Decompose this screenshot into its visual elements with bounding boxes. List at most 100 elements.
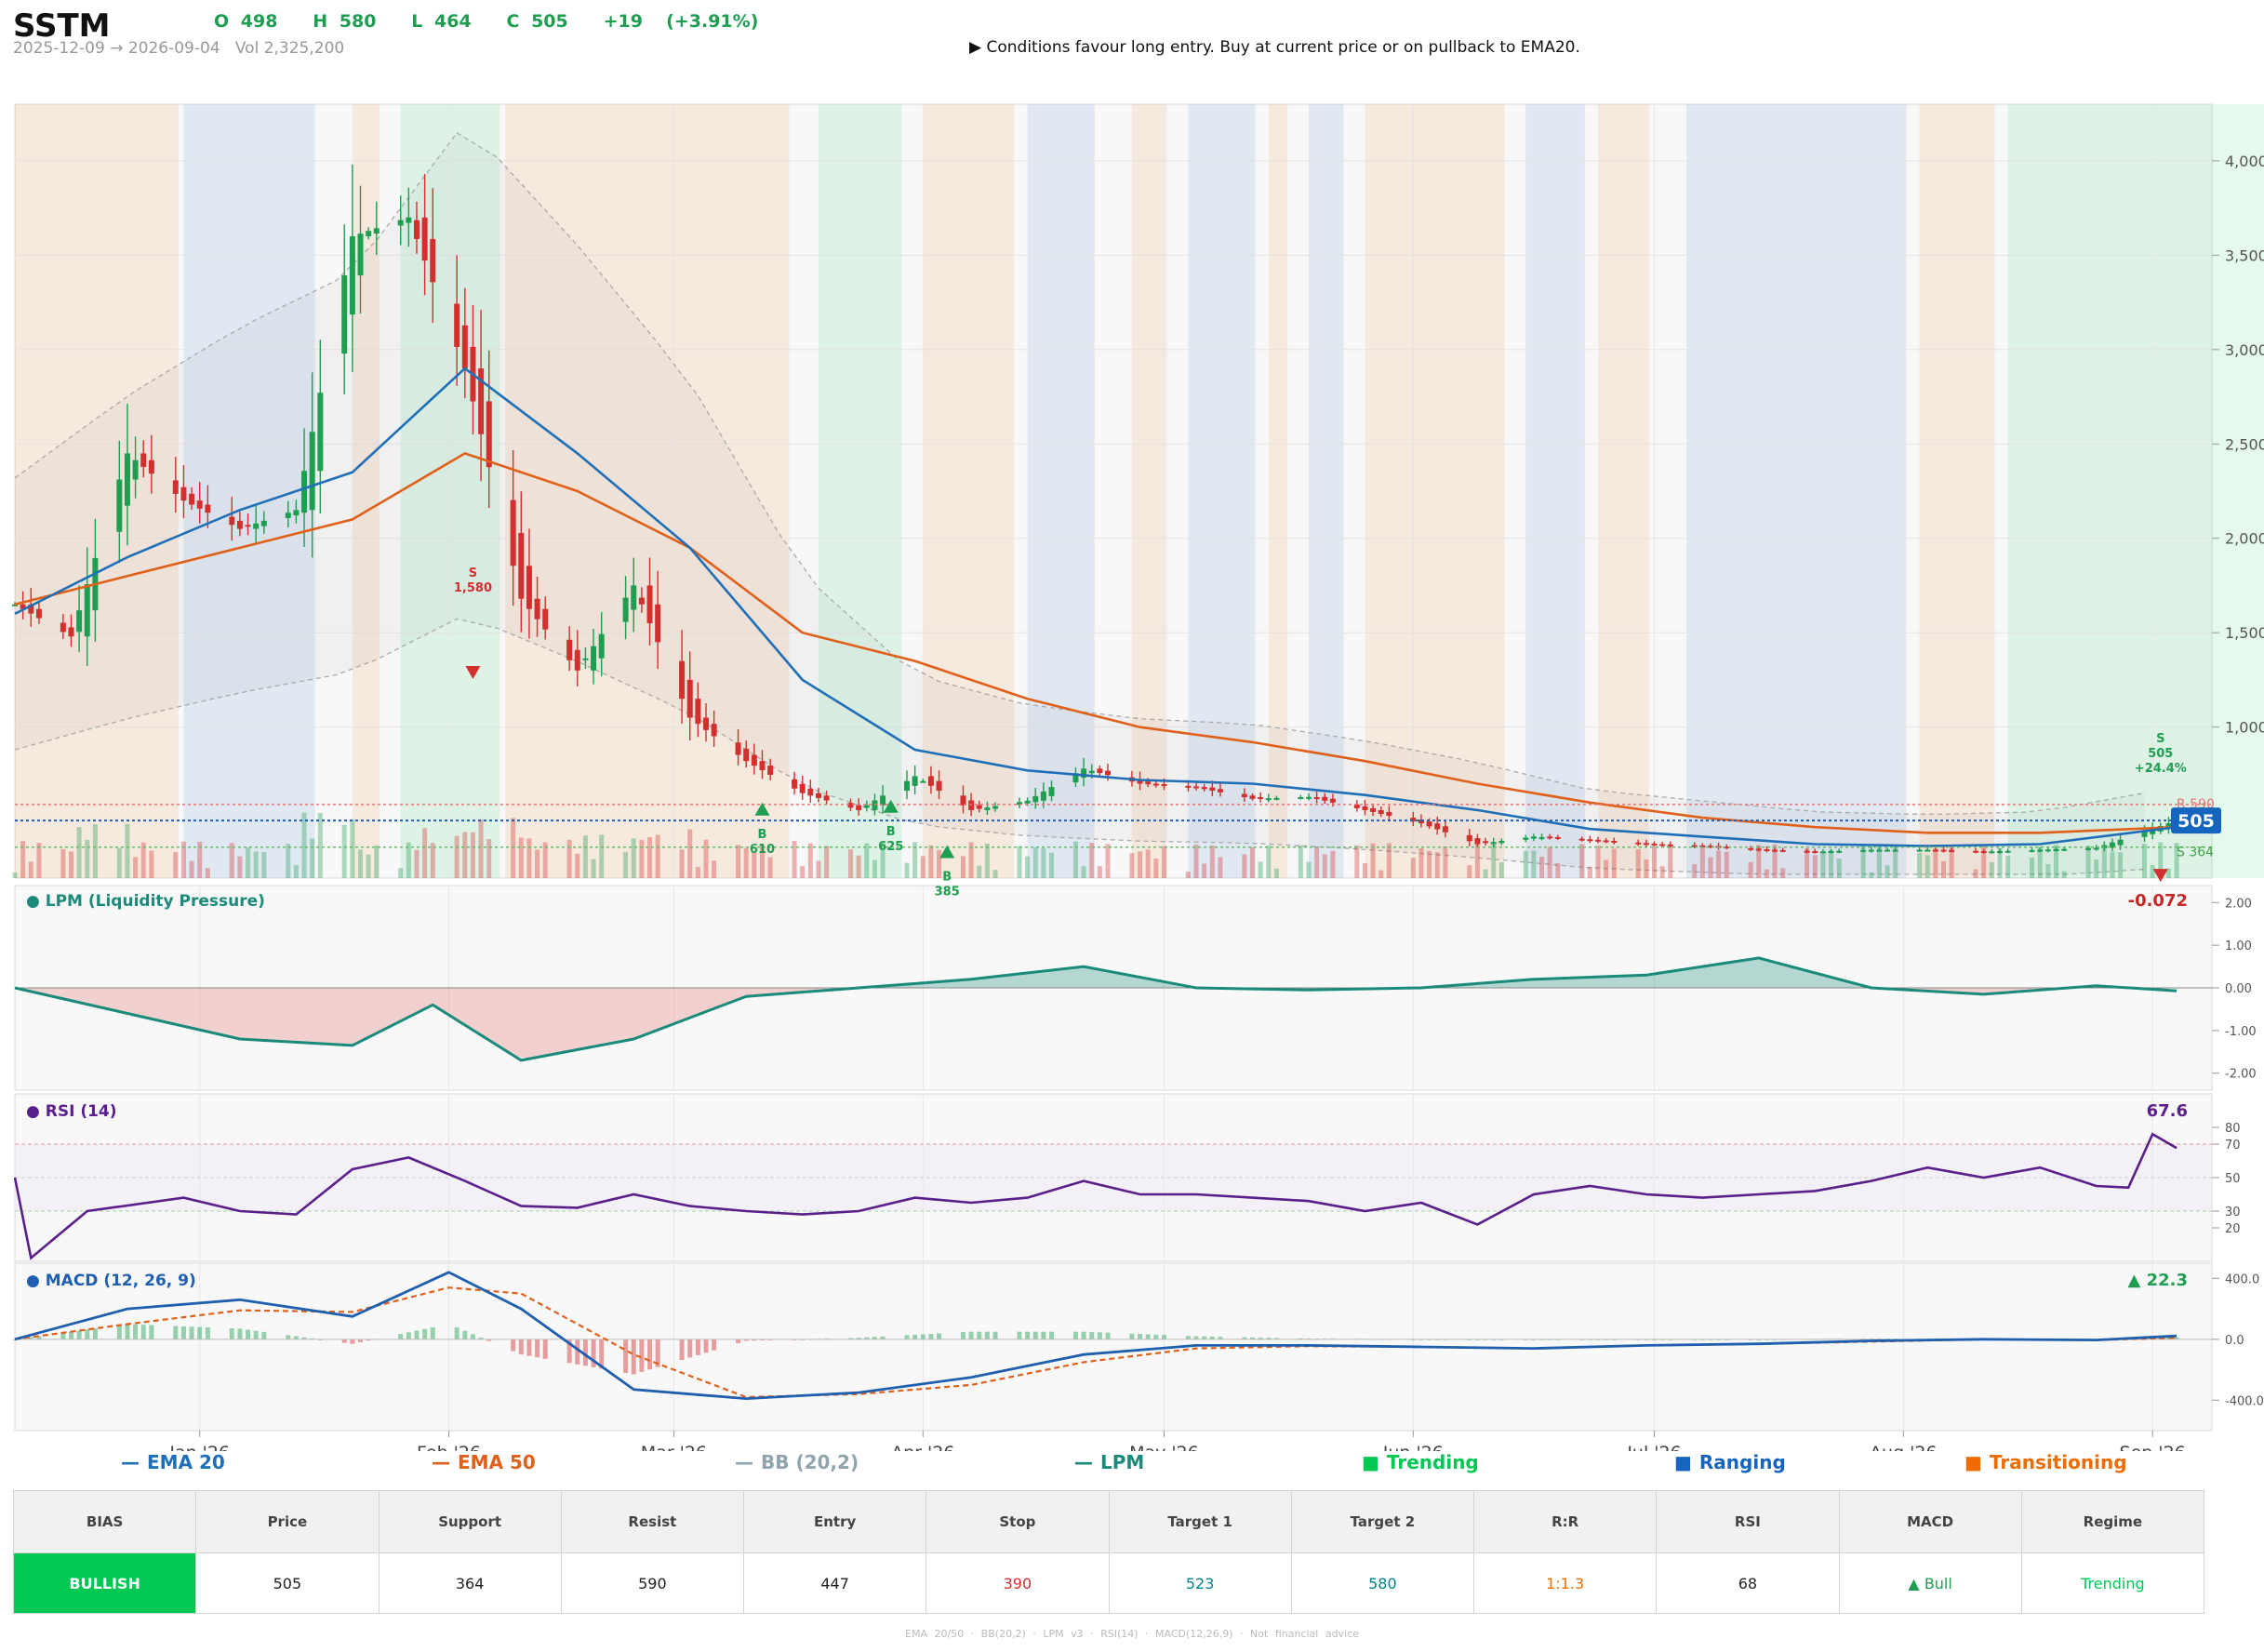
volume-bar bbox=[92, 824, 98, 878]
legend-label: LPM bbox=[1100, 1451, 1145, 1473]
candle-body bbox=[1578, 838, 1585, 841]
candle-body bbox=[1724, 846, 1730, 849]
volume-bar bbox=[1531, 850, 1537, 878]
candle-body bbox=[461, 325, 468, 369]
legend-swatch: — bbox=[1074, 1451, 1093, 1473]
legend-item-ema-50: — EMA 50 bbox=[432, 1451, 536, 1473]
macd-histogram-bar bbox=[992, 1331, 998, 1339]
lpm-negative-area bbox=[15, 988, 2169, 1059]
volume-bar bbox=[1805, 848, 1810, 878]
macd-histogram-bar bbox=[149, 1325, 154, 1339]
macd-histogram-bar bbox=[293, 1336, 299, 1339]
candle-body bbox=[759, 761, 766, 771]
summary-header-regime: Regime bbox=[2020, 1490, 2205, 1553]
volume-bar bbox=[759, 845, 765, 878]
candle-body bbox=[486, 401, 492, 468]
candle-body bbox=[1595, 839, 1602, 842]
footer-note: EMA 20/50 · BB(20,2) · LPM v3 · RSI(14) … bbox=[905, 1628, 1359, 1640]
candle-body bbox=[1980, 851, 1987, 854]
candle-body bbox=[1924, 849, 1931, 852]
volume-bar bbox=[2045, 863, 2051, 878]
candle-body bbox=[84, 584, 90, 637]
macd-histogram-bar bbox=[116, 1325, 122, 1339]
macd-histogram-bar bbox=[1209, 1336, 1215, 1339]
candle-body bbox=[863, 805, 870, 808]
macd-histogram-bar bbox=[1266, 1338, 1272, 1339]
volume-bar bbox=[1668, 844, 1673, 878]
volume-bar bbox=[1097, 866, 1102, 878]
candle-body bbox=[2053, 848, 2059, 851]
ohlc-readout: O 498 H 580 L 464 C 505 +19 (+3.91%) bbox=[214, 11, 759, 32]
macd-histogram-bar bbox=[928, 1333, 934, 1339]
macd-histogram-bar bbox=[366, 1339, 371, 1341]
macd-histogram-bar bbox=[173, 1326, 179, 1339]
summary-header-resist: Resist bbox=[560, 1490, 745, 1553]
buy-signal-price: 385 bbox=[935, 885, 960, 899]
volume-bar bbox=[197, 841, 203, 878]
candle-body bbox=[799, 783, 806, 793]
volume-bar bbox=[1869, 872, 1874, 878]
bollinger-band-fill bbox=[15, 132, 2145, 874]
volume-bar bbox=[647, 837, 653, 878]
candle-body bbox=[1434, 823, 1441, 830]
macd-histogram-bar bbox=[526, 1339, 532, 1356]
price-tick-label: 4,000 bbox=[2225, 153, 2264, 170]
macd-histogram-bar bbox=[454, 1327, 459, 1339]
legend-swatch: ■ bbox=[1362, 1451, 1379, 1473]
macd-histogram-bar bbox=[301, 1337, 307, 1339]
buy-signal-side: B bbox=[758, 828, 767, 842]
volume-bar bbox=[1973, 869, 1978, 878]
volume-bar bbox=[1547, 846, 1552, 878]
candle-body bbox=[341, 275, 348, 354]
volume-bar bbox=[856, 855, 861, 878]
candle-body bbox=[1265, 798, 1272, 801]
macd-histogram-bar bbox=[623, 1339, 629, 1373]
macd-histogram-bar bbox=[712, 1339, 717, 1351]
volume-bar bbox=[125, 823, 130, 878]
volume-bar bbox=[398, 868, 404, 878]
macd-histogram-bar bbox=[189, 1326, 194, 1339]
sell-signal-marker bbox=[465, 665, 481, 679]
candle-body bbox=[807, 788, 814, 796]
volume-bar bbox=[2085, 846, 2091, 878]
volume-bar bbox=[173, 852, 179, 878]
candle-body bbox=[856, 805, 862, 810]
candle-body bbox=[196, 500, 203, 509]
volume-bar bbox=[1202, 863, 1207, 878]
volume-bar bbox=[824, 846, 830, 878]
macd-histogram-bar bbox=[599, 1339, 605, 1369]
candle-body bbox=[35, 608, 42, 619]
candle-body bbox=[357, 233, 364, 276]
candle-body bbox=[1659, 844, 1666, 846]
macd-histogram-bar bbox=[1025, 1331, 1031, 1339]
volume-bar bbox=[1604, 859, 1609, 878]
volume-bar bbox=[687, 829, 693, 878]
lpm-line bbox=[14, 956, 2177, 1062]
legend-swatch: — bbox=[121, 1451, 140, 1473]
volume-bar bbox=[518, 837, 524, 878]
candle-body bbox=[574, 649, 580, 671]
sell-signal-price: 505 bbox=[2148, 747, 2173, 761]
macd-histogram-bar bbox=[1161, 1335, 1166, 1339]
volume-bar bbox=[133, 857, 139, 878]
candle-body bbox=[406, 217, 412, 223]
candle-body bbox=[28, 604, 34, 614]
volume-bar bbox=[1539, 856, 1545, 878]
candle-body bbox=[582, 658, 589, 660]
macd-histogram-bar bbox=[1145, 1334, 1151, 1339]
candle-body bbox=[1483, 841, 1489, 844]
volume-bar bbox=[1330, 850, 1336, 878]
candle-body bbox=[751, 754, 757, 766]
candle-body bbox=[397, 220, 404, 226]
regime-band-transitioning bbox=[505, 104, 790, 878]
regime-band-transitioning bbox=[1365, 104, 1505, 878]
macd-histogram-bar bbox=[960, 1332, 966, 1339]
regime-band-ranging bbox=[1188, 104, 1256, 878]
candle-body bbox=[1812, 851, 1818, 854]
candle-body bbox=[76, 610, 83, 633]
volume-bar bbox=[792, 840, 797, 878]
volume-bar bbox=[374, 845, 380, 878]
macd-histogram-bar bbox=[470, 1334, 475, 1339]
candle-body bbox=[711, 724, 717, 737]
